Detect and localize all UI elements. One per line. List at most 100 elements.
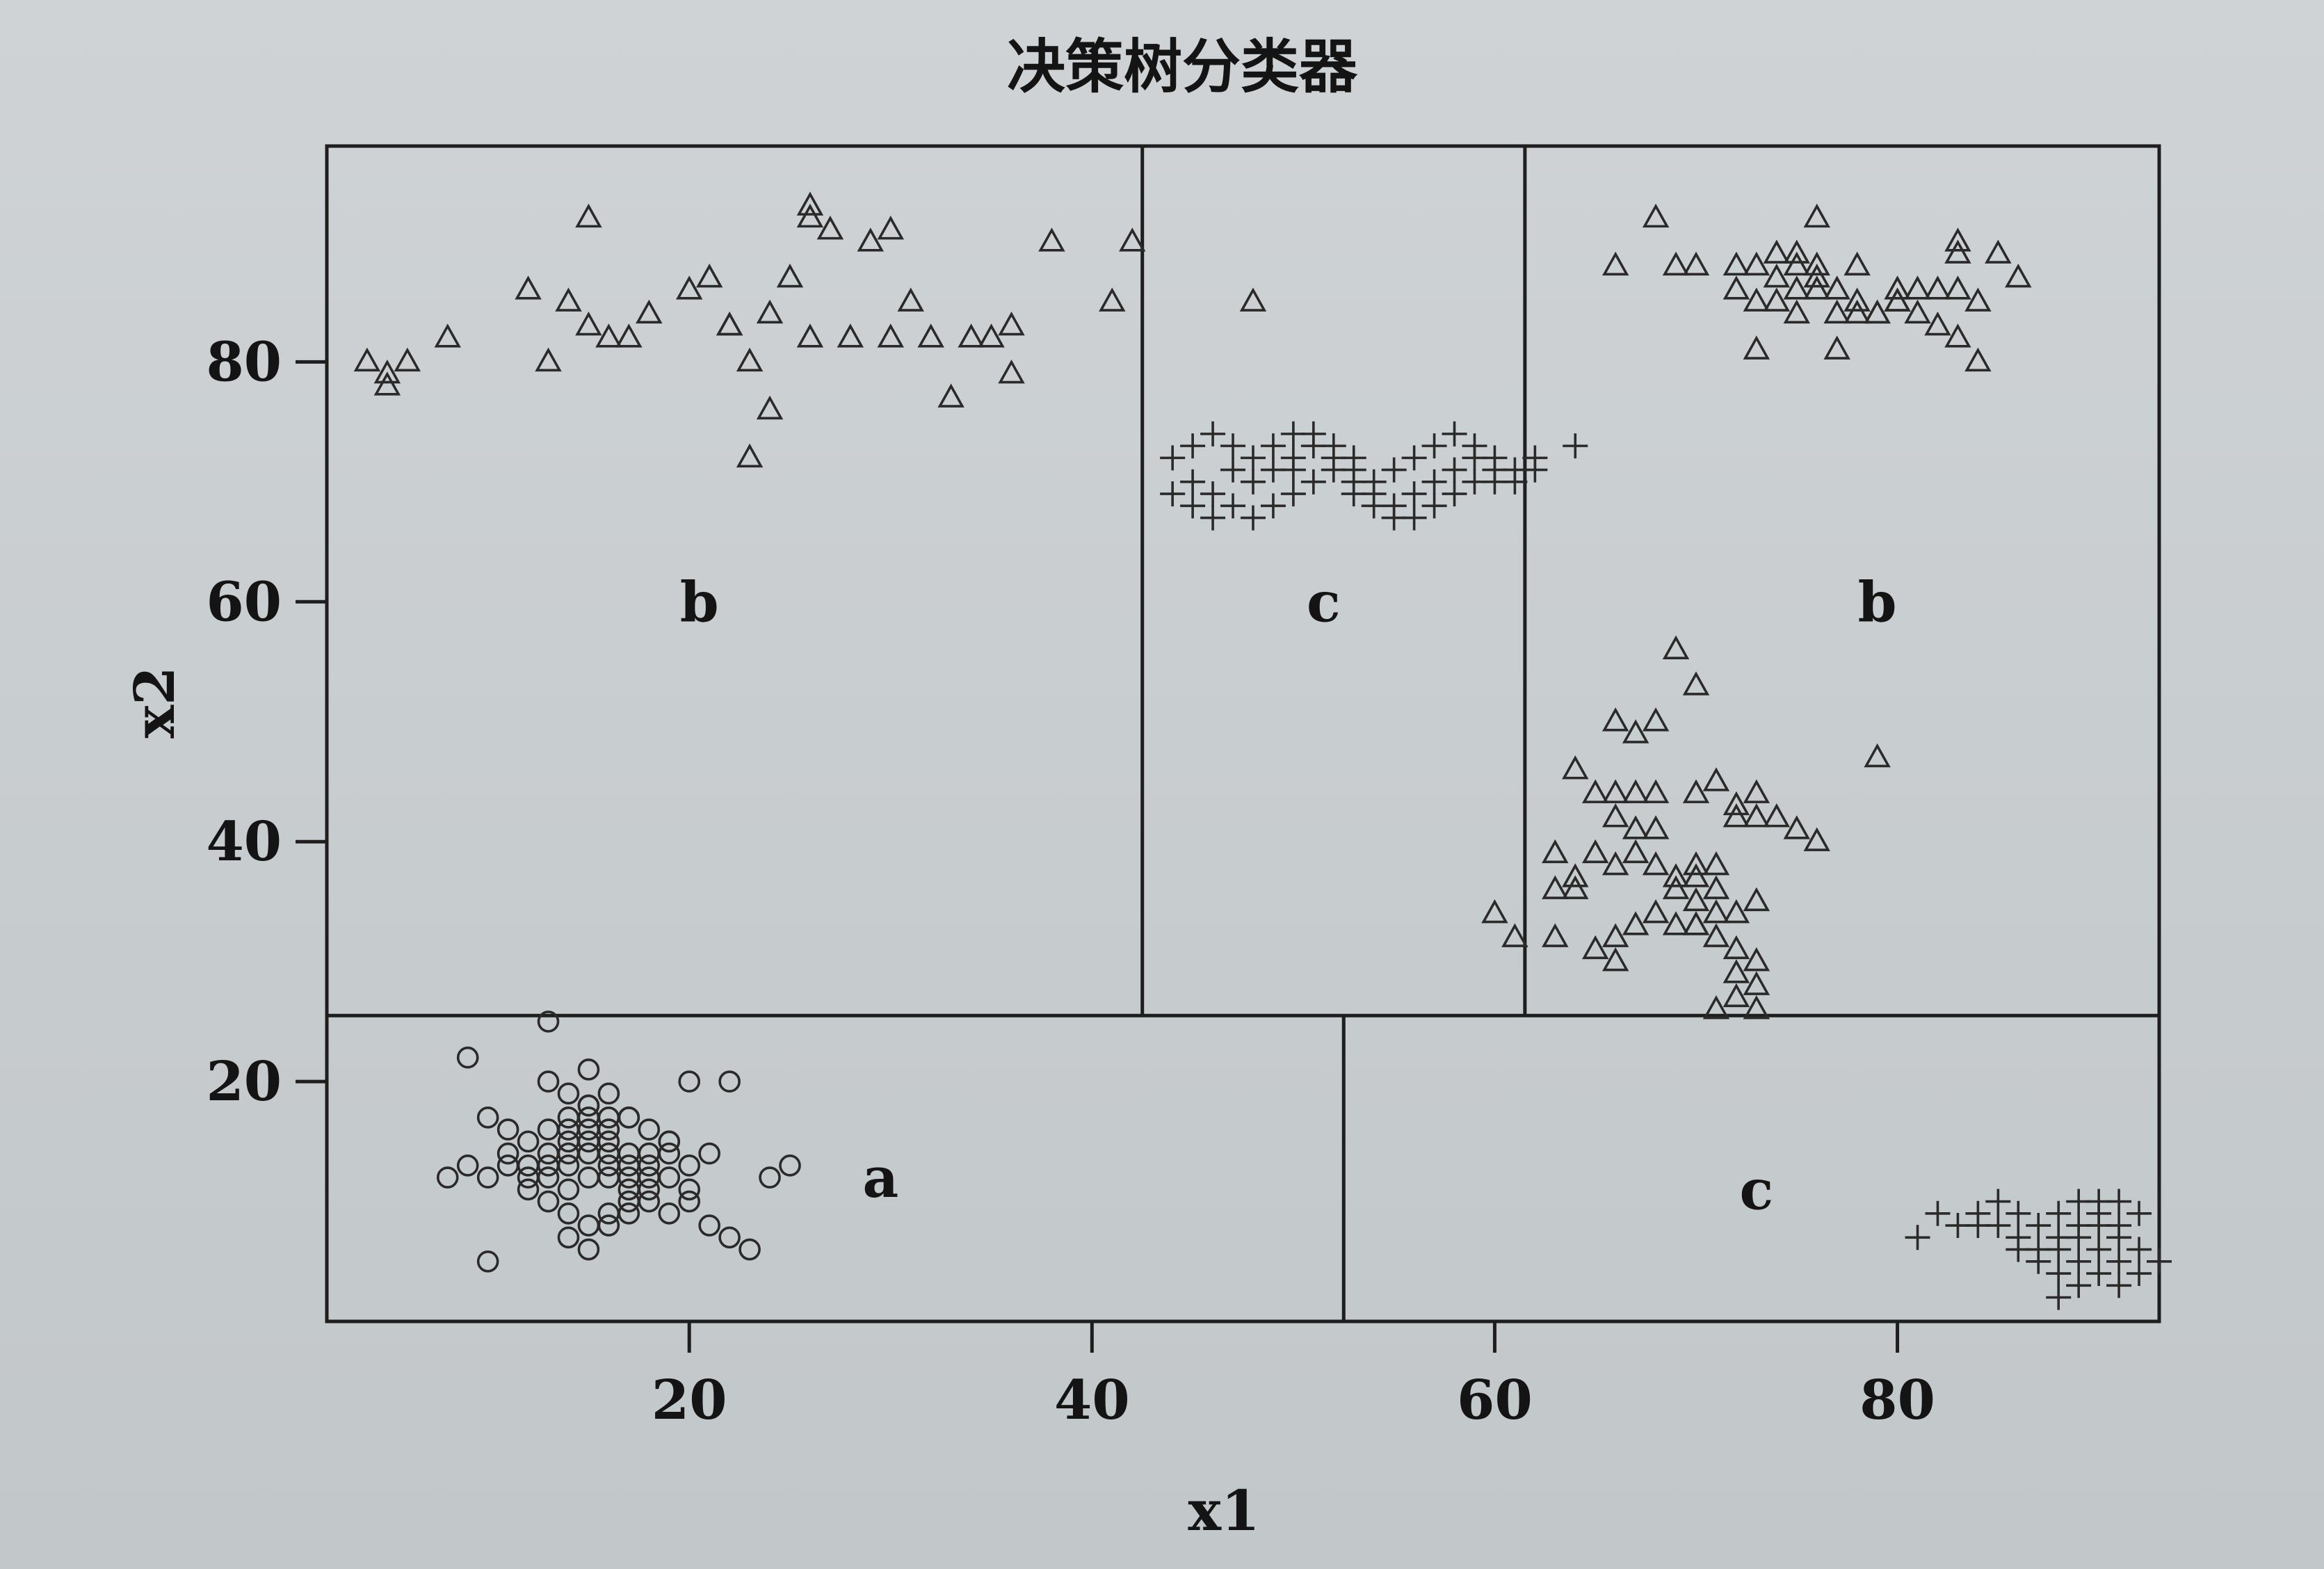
- circle-point: [597, 1166, 620, 1189]
- plus-point: [1240, 469, 1266, 494]
- triangle-point: [1763, 803, 1791, 828]
- circle-point: [577, 1107, 600, 1129]
- triangle-point: [1823, 335, 1850, 360]
- plus-point: [1361, 493, 1387, 519]
- circle-point: [577, 1059, 600, 1081]
- triangle-point: [1099, 287, 1126, 312]
- triangle-point: [1843, 251, 1871, 276]
- plus-point: [1280, 457, 1306, 483]
- region-labels: b c b a c: [680, 569, 1897, 1222]
- triangle-point: [1601, 923, 1629, 947]
- triangle-point: [1642, 779, 1670, 803]
- plus-point: [1522, 457, 1548, 483]
- triangle-point: [1964, 347, 1992, 372]
- plus-point: [1180, 493, 1206, 519]
- plus-point: [2046, 1237, 2072, 1262]
- plus-point: [2127, 1200, 2152, 1226]
- triangle-point: [595, 323, 622, 348]
- triangle-point: [1884, 275, 1911, 300]
- triangle-point: [716, 311, 743, 336]
- triangle-point: [1722, 959, 1750, 983]
- triangle-point: [1682, 851, 1710, 876]
- triangle-point: [1944, 275, 1971, 300]
- triangle-point: [373, 371, 401, 396]
- circle-point: [658, 1166, 681, 1189]
- plus-point: [1321, 457, 1346, 483]
- plus-point: [2106, 1225, 2132, 1250]
- triangle-point: [675, 275, 703, 300]
- triangle-point: [776, 264, 804, 288]
- plus-point: [1341, 481, 1366, 507]
- circle-point: [537, 1070, 560, 1093]
- triangle-point: [1743, 251, 1770, 276]
- plus-point: [2066, 1225, 2092, 1250]
- triangle-point: [1904, 299, 1931, 324]
- plus-point: [1462, 445, 1487, 471]
- triangle-point: [1843, 287, 1871, 312]
- triangle-point: [1662, 875, 1690, 899]
- triangle-point: [1864, 743, 1891, 768]
- triangle-point: [1823, 299, 1850, 324]
- triangle-point: [1601, 707, 1629, 732]
- x-axis-label: x1: [1188, 1478, 1259, 1543]
- triangle-point: [1702, 899, 1730, 924]
- plus-point: [1401, 481, 1427, 507]
- triangle-point: [917, 323, 944, 348]
- plus-point: [1220, 457, 1246, 483]
- triangle-point: [1743, 287, 1770, 312]
- circle-point: [618, 1202, 640, 1225]
- y-tick-label: 60: [206, 570, 282, 634]
- triangle-point: [1582, 839, 1609, 864]
- circle-point: [577, 1214, 600, 1237]
- circle-point: [597, 1214, 620, 1237]
- triangle-point: [1582, 935, 1609, 960]
- circle-point: [597, 1154, 620, 1177]
- plus-point: [1300, 421, 1326, 446]
- circle-point: [517, 1178, 540, 1201]
- triangle-point: [1601, 251, 1629, 276]
- circle-point: [476, 1107, 499, 1129]
- triangle-point: [1562, 875, 1589, 899]
- circle-point: [597, 1130, 620, 1153]
- triangle-point: [1924, 275, 1951, 300]
- triangle-point: [1622, 779, 1649, 803]
- triangle-point: [1864, 299, 1891, 324]
- plus-point: [2086, 1237, 2112, 1262]
- circle-point: [476, 1166, 499, 1189]
- circle-point: [638, 1118, 661, 1141]
- triangle-point: [1682, 251, 1710, 276]
- plus-point: [2066, 1273, 2092, 1298]
- triangle-point: [1763, 287, 1791, 312]
- plus-point: [1200, 421, 1226, 446]
- circle-point: [658, 1202, 681, 1225]
- triangle-point: [1964, 287, 1992, 312]
- triangle-point: [1743, 779, 1770, 803]
- region-label-a: a: [862, 1145, 898, 1210]
- circle-point: [597, 1107, 620, 1129]
- triangle-point: [1662, 911, 1690, 935]
- triangle-point: [1763, 264, 1791, 288]
- plus-point: [2006, 1237, 2031, 1262]
- triangle-point: [575, 311, 602, 336]
- circle-point: [517, 1130, 540, 1153]
- triangle-point: [1743, 971, 1770, 995]
- triangle-point: [1682, 911, 1710, 935]
- triangle-point: [1119, 227, 1146, 252]
- x-tick-label: 80: [1859, 1369, 1935, 1432]
- triangle-point: [756, 299, 784, 324]
- plus-point: [2046, 1200, 2072, 1226]
- plus-point: [1905, 1225, 1930, 1250]
- plus-point: [1260, 493, 1286, 519]
- x-tick-label: 60: [1457, 1369, 1533, 1432]
- plus-point: [1965, 1213, 1991, 1239]
- circle-point: [618, 1142, 640, 1165]
- triangle-point: [1682, 887, 1710, 912]
- plus-point: [2046, 1285, 2072, 1310]
- plus-point: [2127, 1261, 2152, 1287]
- plus-point: [2086, 1261, 2112, 1287]
- triangle-point: [535, 347, 562, 372]
- circle-point: [638, 1166, 661, 1189]
- circle-point: [759, 1166, 781, 1189]
- circle-point: [739, 1238, 761, 1261]
